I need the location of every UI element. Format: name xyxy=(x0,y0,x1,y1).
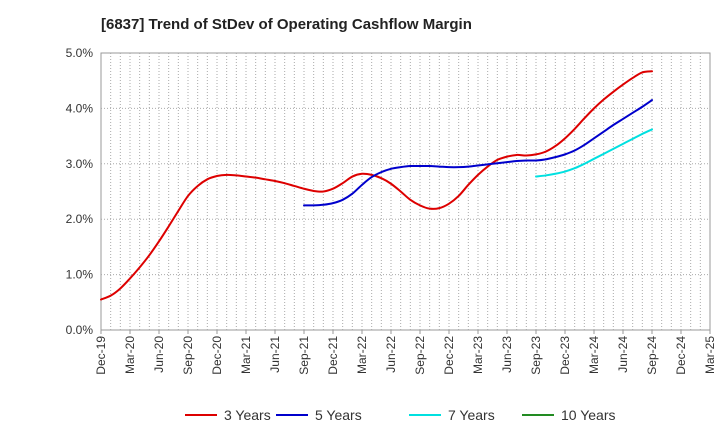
chart-title: [6837] Trend of StDev of Operating Cashf… xyxy=(101,16,472,33)
y-tick-label: 1.0% xyxy=(66,268,94,282)
x-tick-label: Jun-21 xyxy=(268,336,282,373)
x-tick-label: Jun-20 xyxy=(152,336,166,373)
legend-label-3-years: 3 Years xyxy=(224,407,271,423)
y-tick-label: 3.0% xyxy=(66,157,94,171)
legend-label-7-years: 7 Years xyxy=(448,407,495,423)
plot-area xyxy=(100,52,711,331)
x-tick-label: Sep-22 xyxy=(413,336,427,375)
x-tick-label: Jun-22 xyxy=(384,336,398,373)
x-tick-label: Sep-20 xyxy=(181,336,195,375)
series-lines xyxy=(100,70,653,301)
x-tick-label: Jun-24 xyxy=(616,336,630,373)
x-tick-label: Sep-23 xyxy=(529,336,543,375)
x-tick-label: Mar-22 xyxy=(355,336,369,374)
series-line-3-years xyxy=(100,70,653,301)
y-tick-label: 4.0% xyxy=(66,101,94,115)
x-tick-label: Jun-23 xyxy=(500,336,514,373)
x-tick-label: Dec-24 xyxy=(674,336,688,375)
y-tick-label: 2.0% xyxy=(66,212,94,226)
grid xyxy=(100,52,711,331)
y-tick-label: 5.0% xyxy=(66,46,94,60)
x-tick-label: Mar-25 xyxy=(703,336,717,374)
x-tick-label: Dec-19 xyxy=(94,336,108,375)
legend: 3 Years 5 Years 7 Years 10 Years xyxy=(185,407,616,423)
x-tick-label: Dec-23 xyxy=(558,336,572,375)
x-tick-label: Dec-22 xyxy=(442,336,456,375)
legend-label-5-years: 5 Years xyxy=(315,407,362,423)
y-tick-label: 0.0% xyxy=(66,323,94,337)
x-tick-label: Dec-20 xyxy=(210,336,224,375)
x-tick-label: Mar-24 xyxy=(587,336,601,374)
x-tick-label: Sep-21 xyxy=(297,336,311,375)
x-tick-label: Sep-24 xyxy=(645,336,659,375)
x-tick-label: Mar-20 xyxy=(123,336,137,374)
x-tick-label: Mar-21 xyxy=(239,336,253,374)
x-tick-label: Mar-23 xyxy=(471,336,485,374)
legend-label-10-years: 10 Years xyxy=(561,407,616,423)
series-line-5-years xyxy=(303,99,653,207)
axes: 0.0% 1.0% 2.0% 3.0% 4.0% 5.0% Dec-19 Mar-20 Jun-… xyxy=(66,46,717,375)
series-line-7-years xyxy=(535,128,653,178)
x-tick-label: Dec-21 xyxy=(326,336,340,375)
